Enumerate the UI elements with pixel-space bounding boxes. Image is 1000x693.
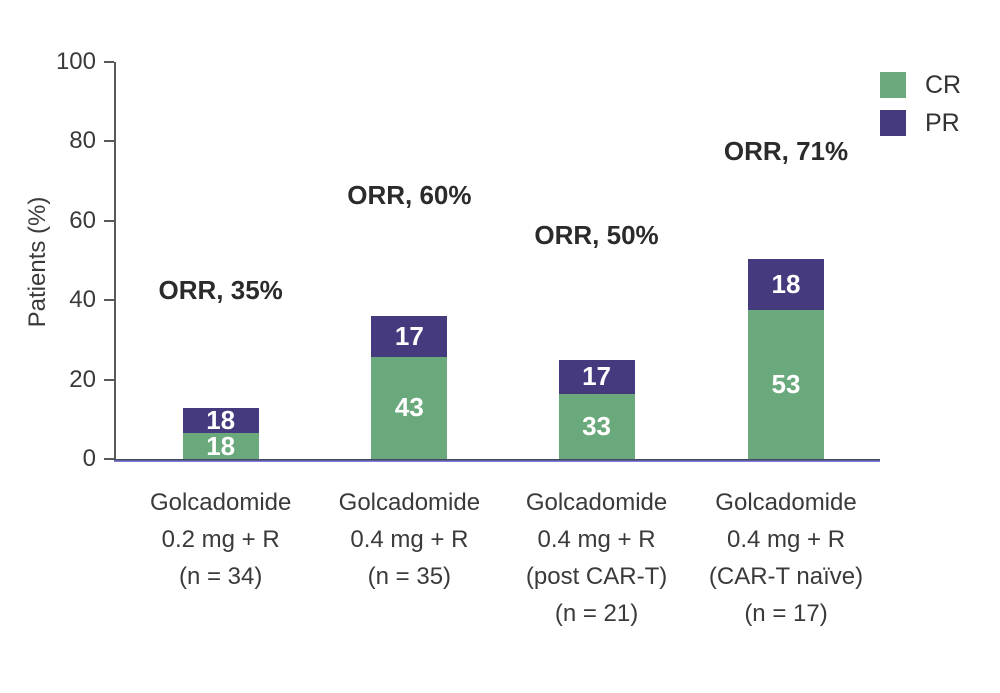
y-axis-line bbox=[114, 62, 116, 459]
bar-segment-cr: 18 bbox=[182, 430, 259, 461]
bar-segment-value: 18 bbox=[206, 430, 236, 461]
legend-label-pr: PR bbox=[925, 108, 960, 137]
bar-segment-value: 33 bbox=[582, 410, 611, 441]
y-tick-label: 0 bbox=[82, 445, 96, 472]
x-category-label-line: 0.4 mg + R bbox=[350, 526, 469, 553]
stacked-bar: 43 17 bbox=[371, 221, 448, 459]
x-category-label-line: (n = 35) bbox=[367, 563, 452, 590]
bar-segment-pr: 17 bbox=[558, 359, 635, 394]
x-category-label-line: Golcadomide bbox=[715, 489, 857, 516]
bar-segment-cr: 33 bbox=[558, 393, 635, 459]
bar-segment-value: 18 bbox=[206, 404, 236, 435]
x-axis-labels: Golcadomide 0.2 mg + R (n = 34) Golcadomide… bbox=[116, 484, 880, 644]
y-tick-label: 60 bbox=[69, 206, 96, 234]
x-category-label: Golcadomide 0.4 mg + R (n = 35) bbox=[294, 484, 524, 595]
x-category-label-line: Golcadomide bbox=[525, 489, 668, 516]
y-tick-mark bbox=[104, 219, 114, 222]
x-category-label: Golcadomide 0.2 mg + R (n = 34) bbox=[106, 484, 336, 595]
legend-row-cr: CR bbox=[880, 70, 962, 99]
y-tick-label: 80 bbox=[69, 127, 96, 155]
x-category-label-line: Golcadomide bbox=[149, 489, 292, 516]
stacked-bar: 53 18 bbox=[748, 177, 825, 459]
bar-segment-cr: 43 bbox=[371, 356, 448, 459]
orr-total-label: ORR, 71% bbox=[723, 136, 849, 167]
x-axis-line bbox=[114, 459, 880, 462]
y-tick-label: 100 bbox=[55, 48, 96, 75]
y-tick-mark bbox=[104, 140, 114, 143]
bar-segment-value: 17 bbox=[582, 361, 611, 392]
y-axis-title-text: Patients (%) bbox=[24, 196, 51, 328]
bar-segment-value: 53 bbox=[771, 368, 801, 399]
x-category-label-line: (n = 21) bbox=[554, 600, 639, 627]
y-tick-mark bbox=[104, 61, 114, 63]
legend-row-pr: PR bbox=[880, 108, 961, 137]
bar-segment-cr: 53 bbox=[748, 309, 825, 459]
x-category-label-line: (n = 34) bbox=[178, 563, 263, 590]
plot-area: 0 20 40 60 80 100 18 18 ORR, 35% 43 17 ORR, 60% 33 1… bbox=[56, 48, 880, 472]
legend-swatch-cr bbox=[880, 72, 906, 98]
orr-total-label: ORR, 50% bbox=[534, 219, 659, 250]
orr-total-label: ORR, 60% bbox=[347, 179, 472, 210]
x-category-label-line: 0.4 mg + R bbox=[537, 526, 656, 553]
x-category-label-line: 0.2 mg + R bbox=[161, 526, 280, 553]
stacked-bar: 18 18 bbox=[182, 316, 259, 461]
bar-segment-value: 18 bbox=[771, 268, 801, 299]
x-category-label-line: (n = 17) bbox=[744, 600, 828, 627]
legend-swatch-pr bbox=[880, 110, 906, 136]
x-category-label: Golcadomide 0.4 mg + R (CAR-T naïve) (n = 1… bbox=[671, 484, 901, 632]
y-tick-label: 20 bbox=[69, 365, 96, 393]
orr-total-label: ORR, 35% bbox=[158, 275, 283, 306]
y-tick-label: 40 bbox=[69, 286, 96, 314]
stacked-bar: 33 17 bbox=[558, 261, 635, 459]
bar-segment-pr: 18 bbox=[748, 258, 825, 310]
bar-segment-pr: 18 bbox=[182, 404, 259, 435]
x-category-label-line: 0.4 mg + R bbox=[726, 526, 846, 553]
x-category-label-line: Golcadomide bbox=[338, 489, 481, 516]
bar-segment-pr: 17 bbox=[371, 316, 448, 357]
legend-label-cr: CR bbox=[925, 70, 962, 99]
bar-segment-value: 17 bbox=[394, 320, 424, 351]
y-tick-mark bbox=[104, 458, 114, 460]
x-category-label: Golcadomide 0.4 mg + R (post CAR-T) (n = 21… bbox=[482, 484, 712, 632]
y-tick-mark bbox=[104, 378, 114, 381]
x-category-label-line: (CAR-T naïve) bbox=[708, 563, 864, 590]
legend: CR PR bbox=[880, 70, 962, 148]
bar-segment-value: 43 bbox=[394, 392, 424, 423]
y-tick-mark bbox=[104, 299, 114, 302]
x-category-label-line: (post CAR-T) bbox=[525, 563, 668, 590]
